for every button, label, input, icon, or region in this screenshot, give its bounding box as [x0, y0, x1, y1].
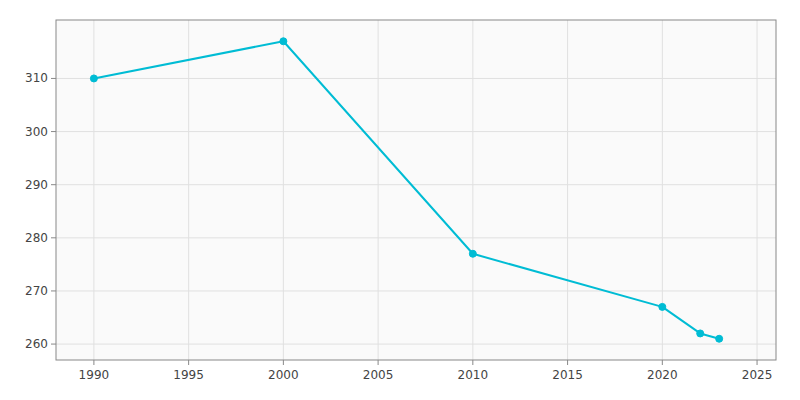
point	[716, 335, 723, 342]
chart-container: 1990 1995 2000 2005 2010 2015 2020 2025 260 270 28…	[0, 0, 800, 400]
y-tick	[51, 78, 56, 79]
point	[469, 250, 476, 257]
point	[659, 303, 666, 310]
y-tick	[51, 344, 56, 345]
x-tick-label: 1995	[173, 368, 204, 382]
y-tick-label: 270	[25, 284, 48, 298]
y-tick	[51, 131, 56, 132]
y-tick	[51, 237, 56, 238]
plot-frame	[56, 20, 776, 360]
x-tick	[93, 360, 94, 365]
point	[90, 75, 97, 82]
chart-svg: 1990 1995 2000 2005 2010 2015 2020 2025 260 270 28…	[0, 0, 800, 400]
line	[94, 41, 719, 339]
x-tick	[567, 360, 568, 365]
x-tick-label: 2000	[268, 368, 299, 382]
y-tick-label: 280	[25, 231, 48, 245]
x-tick-label: 2010	[458, 368, 489, 382]
x-grid-line	[283, 20, 284, 360]
x-tick-label: 2020	[647, 368, 678, 382]
x-tick	[283, 360, 284, 365]
x-tick-label: 2015	[552, 368, 583, 382]
x-grid-line	[567, 20, 568, 360]
y-grid-line	[56, 78, 776, 79]
y-tick-label: 290	[25, 178, 48, 192]
x-tick	[472, 360, 473, 365]
x-grid-line	[188, 20, 189, 360]
plot-area	[90, 38, 722, 343]
axes: 1990 1995 2000 2005 2010 2015 2020 2025 260 270 28…	[25, 20, 776, 382]
x-grid-line	[757, 20, 758, 360]
x-grid-line	[472, 20, 473, 360]
y-tick-label: 300	[25, 125, 48, 139]
point	[280, 38, 287, 45]
grid	[56, 20, 776, 360]
x-tick-label: 2025	[742, 368, 773, 382]
y-tick-label: 310	[25, 71, 48, 85]
y-tick	[51, 184, 56, 185]
x-tick	[188, 360, 189, 365]
x-tick	[757, 360, 758, 365]
y-tick-label: 260	[25, 337, 48, 351]
x-tick-label: 1990	[79, 368, 110, 382]
y-grid-line	[56, 184, 776, 185]
point	[697, 330, 704, 337]
plot-background	[56, 20, 776, 360]
x-tick	[662, 360, 663, 365]
y-grid-line	[56, 237, 776, 238]
x-tick	[378, 360, 379, 365]
y-grid-line	[56, 290, 776, 291]
y-grid-line	[56, 131, 776, 132]
x-tick-label: 2005	[363, 368, 394, 382]
y-tick	[51, 290, 56, 291]
x-grid-line	[378, 20, 379, 360]
x-grid-line	[93, 20, 94, 360]
y-grid-line	[56, 344, 776, 345]
